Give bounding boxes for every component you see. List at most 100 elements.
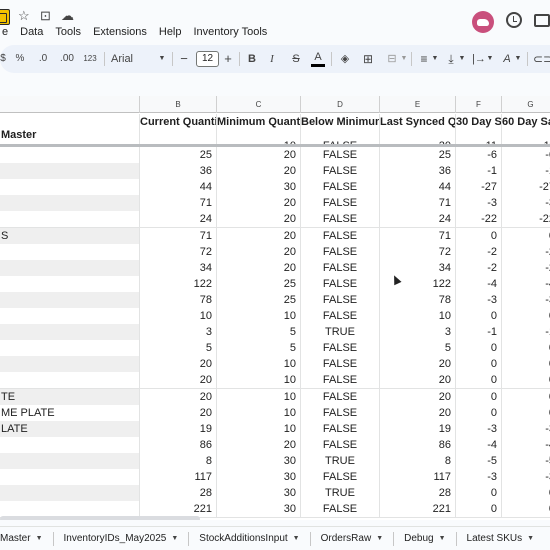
fill-color-icon[interactable]: ◈ — [340, 53, 350, 65]
table-cell[interactable]: FALSE — [301, 405, 380, 422]
table-cell[interactable]: 20 — [217, 437, 301, 454]
table-cell[interactable]: 10 — [217, 389, 301, 406]
table-cell[interactable]: 5 — [140, 340, 217, 357]
table-cell[interactable]: 0 — [502, 356, 550, 373]
table-cell[interactable]: 0 — [456, 356, 502, 373]
decrease-decimal-button[interactable]: .0 — [38, 53, 48, 64]
text-rotation-button[interactable]: A — [503, 53, 511, 65]
table-cell[interactable]: TRUE — [301, 453, 380, 470]
table-cell[interactable]: 20 — [217, 211, 301, 228]
table-cell[interactable]: 24 — [140, 211, 217, 228]
table-cell[interactable]: 71 — [140, 228, 217, 245]
table-cell[interactable]: 0 — [502, 389, 550, 406]
column-letter-a[interactable] — [0, 96, 140, 113]
tab-caret-icon[interactable]: ▼ — [292, 534, 300, 542]
table-cell[interactable]: 5 — [217, 324, 301, 341]
sheet-tab-stockadditionsinput[interactable]: StockAdditionsInput ▼ — [199, 527, 299, 550]
table-cell[interactable] — [0, 453, 140, 470]
table-cell[interactable]: -1 — [456, 324, 502, 341]
table-cell[interactable]: 20 — [140, 405, 217, 422]
table-cell[interactable]: 5 — [380, 340, 456, 357]
table-cell[interactable]: FALSE — [301, 179, 380, 196]
table-cell[interactable]: -3 — [502, 195, 550, 212]
table-cell[interactable]: FALSE — [301, 421, 380, 438]
table-cell[interactable] — [0, 244, 140, 261]
table-cell[interactable]: -3 — [456, 292, 502, 309]
table-cell[interactable]: 221 — [380, 501, 456, 518]
table-cell[interactable]: LATE — [0, 421, 140, 438]
table-cell[interactable]: FALSE — [301, 195, 380, 212]
table-cell[interactable]: FALSE — [301, 147, 380, 164]
table-cell[interactable]: 10 — [217, 308, 301, 325]
table-cell[interactable]: -5 — [456, 453, 502, 470]
table-cell[interactable]: 0 — [456, 308, 502, 325]
bold-button[interactable]: B — [248, 53, 256, 65]
table-cell[interactable]: 0 — [456, 405, 502, 422]
table-cell[interactable]: -2 — [456, 244, 502, 261]
menu-help[interactable]: Help — [158, 26, 182, 38]
table-cell[interactable]: FALSE — [301, 372, 380, 389]
table-cell[interactable]: TRUE — [301, 324, 380, 341]
table-cell[interactable]: FALSE — [301, 389, 380, 406]
table-cell[interactable]: FALSE — [301, 276, 380, 293]
merge-caret-icon[interactable]: ▼ — [400, 55, 408, 62]
table-cell[interactable]: 20 — [217, 228, 301, 245]
table-cell[interactable]: 30 — [217, 501, 301, 518]
table-cell[interactable]: -27 — [456, 179, 502, 196]
table-cell[interactable]: ME PLATE — [0, 405, 140, 422]
table-cell[interactable]: 0 — [456, 228, 502, 245]
table-cell[interactable] — [0, 469, 140, 486]
tab-caret-icon[interactable]: ▼ — [376, 534, 384, 542]
table-cell[interactable] — [0, 324, 140, 341]
table-cell[interactable]: 20 — [217, 147, 301, 164]
table-cell[interactable]: 10 — [140, 308, 217, 325]
table-cell[interactable]: 5 — [217, 340, 301, 357]
number-format-button[interactable]: 123 — [83, 54, 97, 63]
table-cell[interactable]: -4 — [456, 437, 502, 454]
table-cell[interactable]: -1 — [456, 163, 502, 180]
italic-button[interactable]: I — [270, 53, 274, 65]
table-cell[interactable] — [0, 147, 140, 164]
table-cell[interactable]: FALSE — [301, 244, 380, 261]
frozen-row-divider[interactable] — [0, 144, 550, 147]
column-letter-f[interactable]: F — [456, 96, 502, 113]
table-cell[interactable]: FALSE — [301, 163, 380, 180]
table-cell[interactable]: 20 — [217, 195, 301, 212]
tab-caret-icon[interactable]: ▼ — [527, 534, 535, 542]
table-cell[interactable]: 117 — [380, 469, 456, 486]
table-cell[interactable]: FALSE — [301, 340, 380, 357]
table-cell[interactable] — [0, 195, 140, 212]
table-cell[interactable]: 19 — [380, 421, 456, 438]
table-cell[interactable]: 25 — [140, 147, 217, 164]
star-icon[interactable]: ☆ — [18, 8, 30, 23]
table-cell[interactable]: 0 — [456, 485, 502, 502]
table-cell[interactable]: -22 — [502, 211, 550, 228]
table-cell[interactable]: -3 — [502, 292, 550, 309]
table-cell[interactable]: -22 — [456, 211, 502, 228]
text-color-button[interactable]: A — [311, 50, 325, 67]
table-cell[interactable]: 0 — [456, 389, 502, 406]
table-cell[interactable]: 0 — [502, 485, 550, 502]
table-cell[interactable]: -2 — [456, 260, 502, 277]
table-cell[interactable]: 44 — [380, 179, 456, 196]
table-cell[interactable]: 86 — [380, 437, 456, 454]
sheet-tab-inventoryids-may2025[interactable]: InventoryIDs_May2025 ▼ — [64, 527, 179, 550]
increase-decimal-button[interactable]: .00 — [60, 53, 74, 64]
tab-caret-icon[interactable]: ▼ — [171, 534, 179, 542]
table-cell[interactable] — [0, 356, 140, 373]
column-letter-d[interactable]: D — [301, 96, 380, 113]
table-cell[interactable]: 30 — [217, 469, 301, 486]
table-cell[interactable]: -3 — [456, 421, 502, 438]
table-cell[interactable]: TRUE — [301, 485, 380, 502]
table-cell[interactable]: FALSE — [301, 469, 380, 486]
table-cell[interactable]: -4 — [502, 276, 550, 293]
table-cell[interactable]: -27 — [502, 179, 550, 196]
table-cell[interactable] — [0, 308, 140, 325]
account-avatar[interactable] — [472, 11, 494, 33]
table-cell[interactable] — [0, 276, 140, 293]
table-cell[interactable]: 0 — [502, 340, 550, 357]
table-cell[interactable] — [0, 179, 140, 196]
table-cell[interactable]: 0 — [502, 228, 550, 245]
table-cell[interactable]: FALSE — [301, 228, 380, 245]
table-cell[interactable]: 10 — [380, 308, 456, 325]
